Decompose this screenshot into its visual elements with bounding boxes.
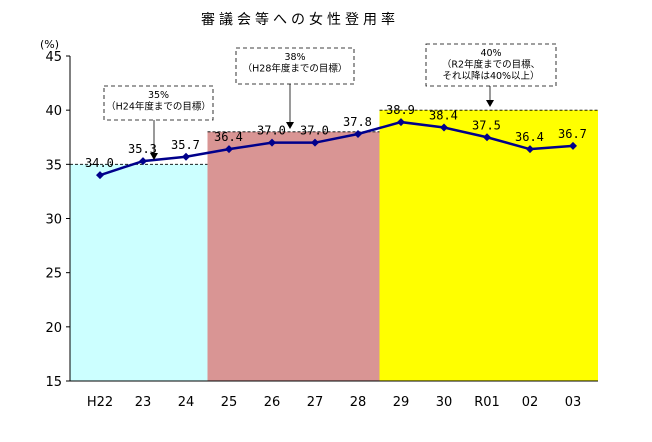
data-label: 36.4 [515,130,544,144]
data-label: 37.8 [343,115,372,129]
data-point [311,138,319,147]
annotation-text: 35% [148,90,169,101]
x-tick-label: 23 [135,395,152,410]
data-point [139,157,147,166]
x-tick-label: 24 [178,395,195,410]
y-tick-label: 25 [45,267,62,282]
y-axis-label: (%) [40,38,59,51]
annotation-text: （H28年度までの目標） [243,63,348,75]
data-point [483,133,491,142]
y-tick-label: 20 [45,321,62,336]
x-tick-label: 02 [522,395,539,410]
y-tick-label: 40 [45,104,62,119]
annotation-text: （R2年度までの目標、 [442,59,540,71]
data-point [397,118,405,127]
arrow-head-icon [486,100,494,107]
data-point [182,152,190,161]
annotation-text: それ以降は40%以上） [442,70,539,82]
data-label: 36.7 [558,127,587,141]
x-tick-label: 27 [307,395,324,410]
data-point [526,145,534,154]
x-tick-label: R01 [474,395,500,410]
x-tick-label: 26 [264,395,281,410]
x-tick-label: 29 [393,395,410,410]
data-point [569,141,577,150]
data-point [440,123,448,132]
data-label: 37.0 [257,124,286,138]
series-line [99,120,574,177]
chart-title: 審議会等への女性登用率 [201,11,399,28]
data-point [96,171,104,180]
data-point [354,130,362,138]
target-band-0 [70,164,208,381]
x-tick-label: 30 [436,395,453,410]
x-tick-label: 28 [350,395,367,410]
data-label: 38.9 [386,103,415,117]
data-label: 38.4 [429,109,458,123]
data-label: 34.0 [85,156,114,170]
x-tick-label: 03 [565,395,582,410]
data-label: 35.3 [128,142,157,156]
data-label: 35.7 [171,138,200,152]
arrow-head-icon [286,122,294,129]
y-tick-label: 45 [45,50,62,65]
target-band-1 [207,131,380,381]
x-tick-label: H22 [87,395,113,410]
annotation-box-0 [103,85,214,121]
x-tick-label: 25 [221,395,238,410]
y-tick-label: 15 [45,375,62,390]
target-band-2 [379,110,598,382]
data-label: 37.5 [472,118,501,132]
annotation-text: 38% [284,52,305,63]
annotation-text: 40% [480,48,501,59]
annotation-box-2 [425,43,557,87]
data-label: 36.4 [214,130,243,144]
annotation-box-1 [235,47,355,85]
data-point [225,145,233,154]
y-tick-label: 35 [45,158,62,173]
arrow-head-icon [150,153,158,160]
data-point [268,138,276,147]
annotation-text: （H24年度までの目標） [106,101,211,113]
y-tick-label: 30 [45,213,62,228]
data-label: 37.0 [300,124,329,138]
